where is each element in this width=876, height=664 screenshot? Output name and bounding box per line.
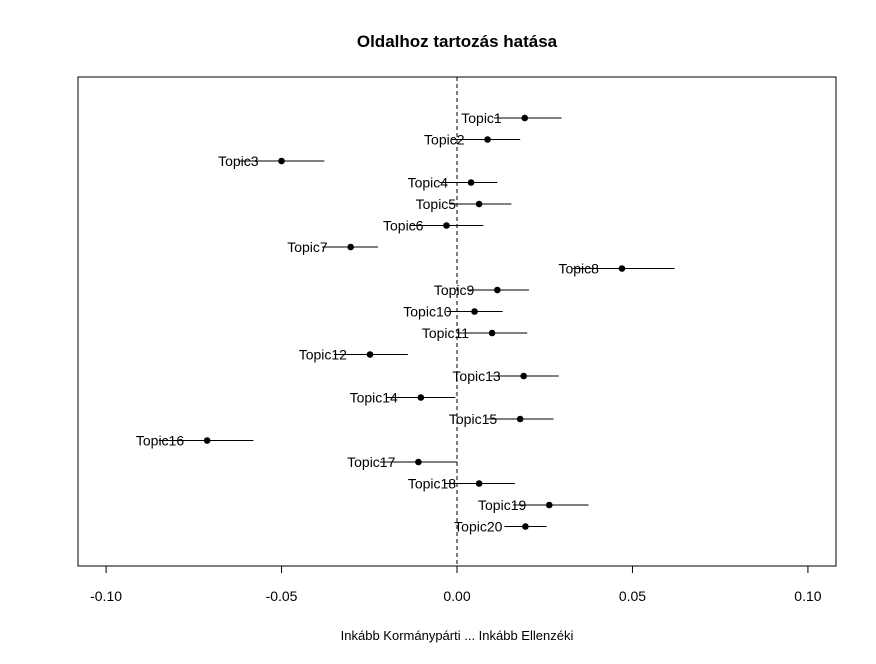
topic-label: Topic19 xyxy=(478,497,526,513)
point-estimate xyxy=(516,415,524,423)
topic-label: Topic10 xyxy=(403,304,451,320)
topic-label: Topic9 xyxy=(434,282,475,298)
topic-label: Topic11 xyxy=(422,325,469,341)
point-estimate xyxy=(415,458,422,466)
point-estimate xyxy=(494,286,501,294)
topic-label: Topic12 xyxy=(299,347,347,363)
point-estimate xyxy=(443,222,450,229)
point-estimate xyxy=(618,265,626,272)
topic-label: Topic16 xyxy=(136,433,184,449)
x-tick-label: -0.05 xyxy=(266,588,298,604)
point-estimate xyxy=(471,308,478,315)
point-estimate xyxy=(347,243,354,251)
point-estimate xyxy=(488,329,496,337)
x-tick-label: 0.05 xyxy=(619,588,646,604)
point-estimate xyxy=(521,114,529,122)
x-axis: -0.10 -0.05 0.00 0.05 0.10 xyxy=(90,565,822,604)
point-estimate xyxy=(203,437,211,444)
topic-label: Topic2 xyxy=(424,132,465,148)
point-estimate xyxy=(522,523,529,530)
x-tick-label: 0.00 xyxy=(443,588,470,604)
topic-label: Topic14 xyxy=(350,390,398,406)
x-tick-label: -0.10 xyxy=(90,588,122,604)
topic-label: Topic15 xyxy=(449,411,497,427)
topic-label: Topic3 xyxy=(218,153,259,169)
topic-label: Topic20 xyxy=(454,519,502,535)
topic-label: Topic5 xyxy=(416,196,457,212)
topic-label: Topic8 xyxy=(558,261,599,277)
point-estimate xyxy=(366,351,374,358)
point-estimate xyxy=(520,372,527,380)
topic-label: Topic6 xyxy=(383,218,424,234)
point-estimate xyxy=(417,394,425,401)
chart-title: Oldalhoz tartozás hatása xyxy=(357,32,558,51)
point-estimate xyxy=(545,501,553,509)
estimates-group: Topic1 Topic2 Topic3 Topic4 Topic5 Topic6 Topi… xyxy=(136,110,675,535)
topic-label: Topic7 xyxy=(287,239,328,255)
point-estimate xyxy=(278,157,285,165)
point-estimate xyxy=(484,136,491,143)
topic-label: Topic18 xyxy=(408,476,456,492)
topic-label: Topic1 xyxy=(461,110,502,126)
topic-label: Topic4 xyxy=(408,175,449,191)
point-estimate xyxy=(475,200,483,208)
x-tick-label: 0.10 xyxy=(794,588,821,604)
topic-label: Topic13 xyxy=(452,368,500,384)
x-axis-label: Inkább Kormánypárti ... Inkább Ellenzéki xyxy=(341,628,574,643)
point-estimate xyxy=(475,480,483,487)
topic-label: Topic17 xyxy=(347,454,395,470)
point-estimate xyxy=(467,179,475,186)
